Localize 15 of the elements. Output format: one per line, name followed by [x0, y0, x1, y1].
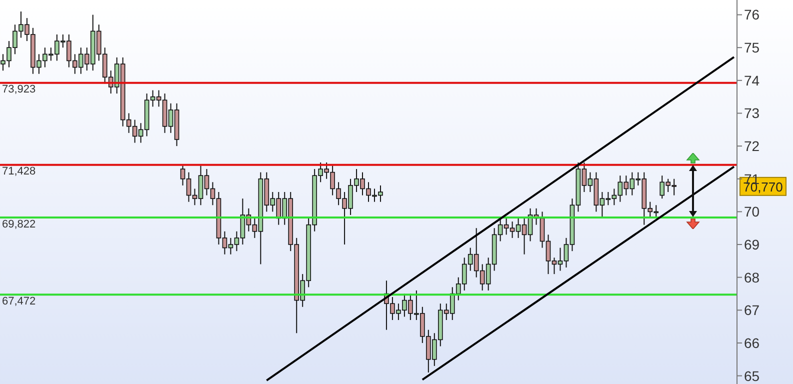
y-tick-label: 74 [744, 72, 760, 88]
ref-line-label: 67,472 [2, 295, 36, 308]
y-tick-label: 72 [744, 138, 760, 154]
ref-line-label: 73,923 [2, 84, 36, 96]
y-tick-label: 70 [744, 204, 760, 220]
y-tick-label: 69 [744, 236, 760, 252]
y-tick-label: 67 [744, 302, 760, 318]
y-tick-label: 68 [744, 269, 760, 286]
y-tick-label: 73 [744, 105, 760, 122]
y-tick-label: 75 [744, 40, 760, 56]
y-tick-label: 65 [744, 368, 760, 384]
y-tick-label: 66 [744, 334, 760, 351]
ref-line-label: 69,822 [2, 218, 36, 230]
y-tick-label: 76 [744, 6, 760, 23]
ref-line-label: 71,428 [2, 166, 36, 178]
